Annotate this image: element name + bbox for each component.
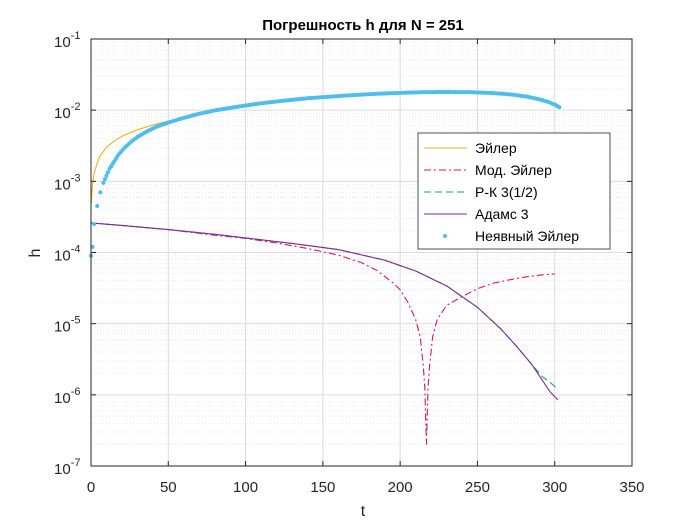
data-point	[102, 177, 107, 182]
data-point	[142, 130, 147, 135]
series-line	[90, 222, 555, 445]
data-point	[106, 170, 110, 175]
y-tick-label: 10-6	[54, 386, 80, 407]
y-axis-label: h	[27, 249, 44, 258]
x-tick-label: 350	[619, 479, 644, 496]
data-point	[544, 99, 549, 104]
data-point	[257, 101, 262, 106]
legend-item: Неявный Эйлер	[443, 228, 579, 244]
data-point	[152, 125, 157, 130]
data-point	[326, 94, 331, 99]
legend-item: Эйлер	[424, 140, 517, 156]
x-tick-label: 100	[233, 479, 258, 496]
data-point	[110, 161, 115, 166]
data-point	[550, 101, 555, 106]
legend-item: Р-К 3(1/2)	[424, 184, 538, 200]
data-point	[164, 121, 169, 126]
legend-label: Р-К 3(1/2)	[475, 184, 538, 200]
legend-label: Мод. Эйлер	[475, 162, 552, 178]
series-1	[90, 222, 555, 445]
data-point	[303, 96, 308, 101]
x-tick-label: 0	[87, 479, 95, 496]
data-point	[349, 93, 354, 98]
axes-frame	[90, 38, 633, 467]
data-point	[120, 147, 125, 152]
y-tick-label: 10-5	[54, 315, 80, 336]
y-tick-label: 10-1	[54, 30, 80, 51]
data-point	[90, 244, 95, 249]
data-point	[442, 90, 447, 95]
data-point	[373, 91, 378, 96]
series-line	[90, 222, 559, 390]
data-point	[555, 104, 560, 109]
legend-box	[417, 132, 611, 250]
series-3	[90, 222, 559, 401]
series-2	[90, 222, 559, 390]
legend-item: Адамс 3	[424, 206, 529, 222]
data-point	[104, 173, 109, 178]
data-point	[92, 222, 97, 227]
data-point	[95, 204, 100, 209]
y-tick-label: 10-2	[54, 101, 80, 122]
x-tick-label: 300	[542, 479, 567, 496]
chart-title: Погрешность h для N = 251	[262, 17, 464, 34]
legend-label: Эйлер	[475, 140, 517, 156]
data-point	[195, 112, 200, 117]
data-point	[133, 136, 138, 141]
y-tick-label: 10-3	[54, 172, 80, 193]
legend: Эйлер Мод. Эйлер Р-К 3(1/2) Адамс 3 Неявный …	[417, 132, 611, 250]
x-tick-label: 200	[388, 479, 413, 496]
x-tick-label: 150	[310, 479, 335, 496]
data-point	[419, 90, 424, 95]
legend-label: Неявный Эйлер	[475, 228, 579, 244]
data-point	[507, 92, 512, 97]
y-tick-label: 10-4	[54, 244, 80, 265]
x-tick-labels: 0 50 100 150 200 250 300 350	[87, 479, 645, 496]
data-point	[179, 116, 184, 121]
data-point	[98, 190, 103, 195]
data-point	[101, 180, 106, 185]
data-point	[115, 154, 120, 159]
legend-label: Адамс 3	[475, 206, 529, 222]
data-point	[396, 90, 401, 95]
y-tick-label: 10-7	[54, 457, 80, 478]
data-point	[127, 141, 132, 146]
series-line	[90, 222, 559, 401]
legend-item: Мод. Эйлер	[424, 162, 552, 178]
x-tick-label: 250	[465, 479, 490, 496]
series-4	[89, 90, 562, 258]
x-axis-label: t	[361, 503, 366, 520]
data-point	[280, 98, 285, 103]
data-point	[535, 96, 540, 101]
data-point	[489, 90, 494, 95]
y-tick-labels: 10-7 10-6 10-5 10-4 10-3 10-2 10-1	[54, 30, 80, 478]
data-point	[234, 104, 239, 109]
data-point	[465, 90, 470, 95]
data-point	[210, 108, 215, 113]
data-point	[522, 94, 527, 99]
x-tick-label: 50	[160, 479, 177, 496]
series-layer	[89, 90, 562, 445]
legend-marker	[443, 234, 447, 238]
